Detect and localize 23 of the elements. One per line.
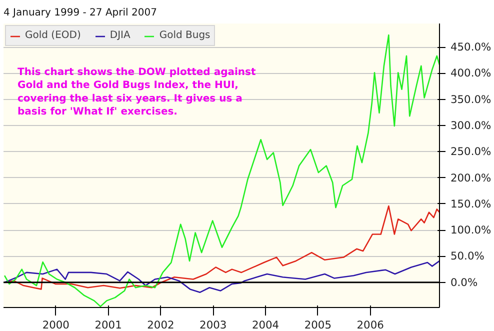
y-tick-label: 450.0%: [450, 40, 492, 54]
y-tick-label: 100.0%: [450, 224, 492, 237]
x-tick-label: 2006: [356, 318, 384, 331]
x-tick-label: 2004: [252, 318, 280, 331]
x-tick-label: 2000: [42, 318, 70, 331]
legend-label: Gold (EOD): [25, 30, 81, 41]
x-tick-label: 2002: [147, 318, 174, 331]
y-tick-label: 150.0%: [450, 197, 492, 210]
x-tick-label: 2001: [94, 318, 122, 331]
y-tick-label: 400.0%: [450, 66, 492, 80]
legend-label: DJIA: [110, 30, 130, 41]
chart-title: 4 January 1999 - 27 April 2007: [4, 8, 157, 18]
y-tick-label: 250.0%: [450, 145, 492, 158]
y-tick-label: 50.0%: [450, 250, 484, 263]
y-tick-label: 0.0%: [450, 276, 478, 289]
y-tick-label: 200.0%: [450, 171, 492, 184]
annotation: This chart shows the DOW plotted against Gold and the Gold Bugs Index, the HUI, covering the last six years. It gives us a basis for 'What If' exercises.: [18, 66, 256, 118]
line-series: [4, 260, 440, 293]
y-tick-label: 350.0%: [450, 92, 492, 106]
x-tick-label: 2003: [200, 318, 227, 331]
legend-label: Gold Bugs: [159, 30, 210, 41]
y-tick-label: 300.0%: [450, 118, 492, 132]
x-tick-label: 2005: [304, 318, 332, 331]
